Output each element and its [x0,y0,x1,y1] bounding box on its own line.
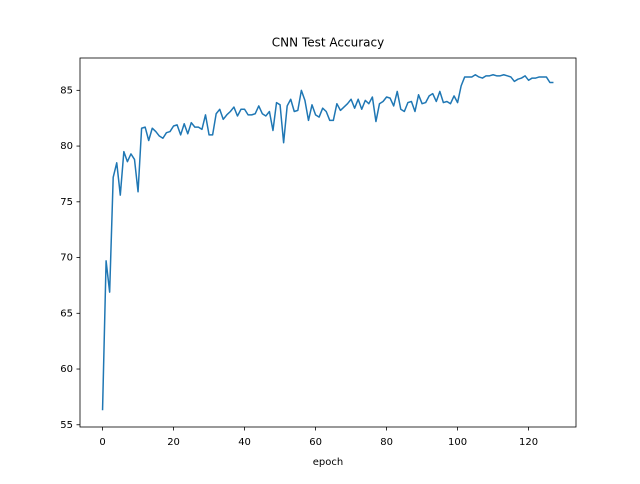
x-tick-label: 60 [309,437,322,448]
axes-frame [79,57,577,428]
x-tick-label: 20 [167,437,180,448]
y-tick-label: 80 [60,141,73,152]
x-tick-label: 120 [519,437,538,448]
y-tick-label: 60 [60,364,73,375]
x-tick-label: 0 [99,437,105,448]
chart-title: CNN Test Accuracy [272,36,384,50]
y-tick-label: 85 [60,85,73,96]
x-tick-label: 80 [380,437,393,448]
y-tick-label: 55 [60,420,73,431]
x-axis-label: epoch [313,457,343,468]
x-tick-label: 100 [448,437,467,448]
x-tick-label: 40 [238,437,251,448]
y-tick-label: 65 [60,308,73,319]
y-tick-label: 75 [60,197,73,208]
data-line [101,73,554,411]
y-tick-label: 70 [60,253,73,264]
